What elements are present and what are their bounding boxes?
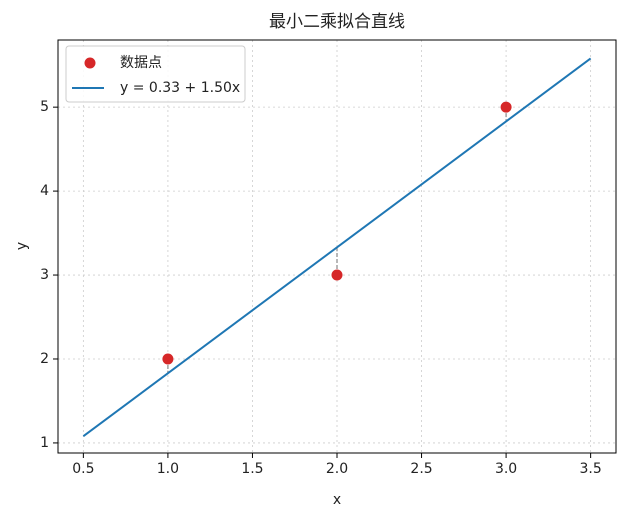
y-tick-label: 1: [40, 435, 49, 451]
x-axis-label: x: [333, 492, 341, 508]
chart-title: 最小二乘拟合直线: [269, 12, 405, 32]
y-tick-label: 4: [40, 183, 49, 199]
data-point: [331, 269, 343, 281]
legend-label: 数据点: [120, 55, 162, 71]
data-point: [162, 353, 174, 365]
fit-line: [82, 57, 592, 438]
x-tick-label: 2.0: [326, 461, 348, 477]
legend-marker: [84, 57, 96, 69]
x-tick-label: 2.5: [410, 461, 432, 477]
x-tick-label: 1.5: [241, 461, 263, 477]
x-tick-label: 1.0: [157, 461, 179, 477]
y-tick-label: 5: [40, 99, 49, 115]
x-tick-label: 3.0: [495, 461, 517, 477]
data-point: [500, 101, 512, 113]
legend-label: y = 0.33 + 1.50x: [120, 80, 240, 96]
x-tick-label: 0.5: [72, 461, 94, 477]
y-axis-label: y: [14, 242, 30, 250]
x-tick-label: 3.5: [580, 461, 602, 477]
y-tick-label: 3: [40, 267, 49, 283]
legend-box: [65, 45, 246, 103]
plot-frame: [57, 39, 617, 454]
y-tick-label: 2: [40, 351, 49, 367]
